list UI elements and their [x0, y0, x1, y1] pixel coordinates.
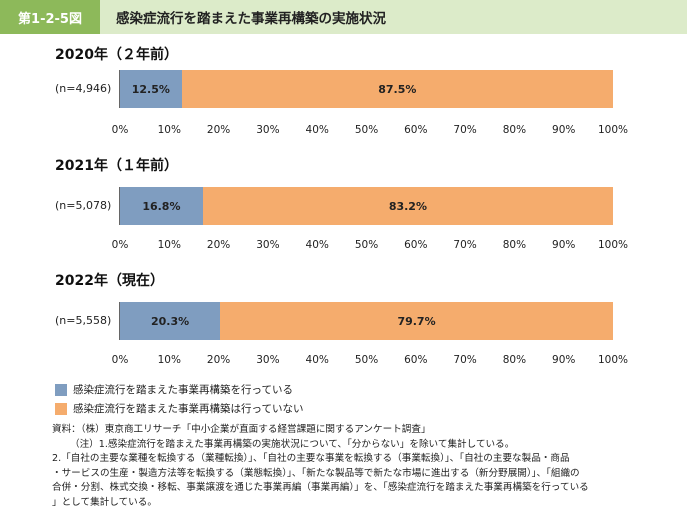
- chart-1-axis-line: [119, 70, 120, 108]
- chart-3-tick-6: 60%: [404, 354, 428, 366]
- chart-1-tick-0: 0%: [111, 124, 129, 136]
- chart-2-bar: 16.8% 83.2%: [120, 187, 613, 225]
- note-2-line-4: 」として集計している。: [52, 496, 157, 508]
- chart-1-segment-doing: 12.5%: [120, 70, 182, 108]
- chart-2-tick-7: 70%: [453, 239, 477, 251]
- chart-3-label-not-doing: 79.7%: [397, 314, 436, 328]
- chart-1-tick-6: 60%: [404, 124, 428, 136]
- note-2-line-2: ・サービスの生産・製造方法等を転換する（業態転換）」、「新たな製品等で新たな市場…: [52, 467, 580, 479]
- chart-1-tick-7: 70%: [453, 124, 477, 136]
- chart-3-bar: 20.3% 79.7%: [120, 302, 613, 340]
- chart-2-segment-doing: 16.8%: [120, 187, 203, 225]
- chart-2-tick-5: 50%: [354, 239, 379, 251]
- legend-label-not-doing: 感染症流行を踏まえた事業再構築は行っていない: [73, 403, 304, 415]
- figure-title: 感染症流行を踏まえた事業再構築の実施状況: [116, 11, 386, 27]
- chart-3-tick-1: 10%: [157, 354, 181, 366]
- note-source: 資料：（株）東京商工リサーチ「中小企業が直面する経営課題に関するアンケート調査」: [52, 424, 431, 435]
- chart-3-axis-line: [119, 302, 120, 340]
- note-2-line-3: 合併・分割、株式交換・移転、事業譲渡を通じた事業再編（事業再編）」を、「感染症流…: [52, 482, 589, 493]
- chart-1-tick-3: 30%: [256, 124, 280, 136]
- chart-1-tick-8: 80%: [502, 124, 527, 136]
- chart-1-tick-10: 100%: [597, 124, 629, 136]
- legend-item-doing: 感染症流行を踏まえた事業再構築を行っている: [55, 382, 293, 397]
- chart-3-tick-4: 40%: [305, 354, 329, 366]
- chart-1-tick-9: 90%: [552, 124, 576, 136]
- chart-3-label-doing: 20.3%: [150, 314, 190, 328]
- chart-3-tick-8: 80%: [502, 354, 527, 366]
- chart-1-x-ticks: 0% 10% 20% 30% 40% 50% 60% 70% 80% 90% 100%: [112, 124, 628, 138]
- chart-3-title: 2022年（現在）: [55, 273, 164, 289]
- chart-3-tick-9: 90%: [552, 354, 576, 366]
- chart-3-tick-7: 70%: [453, 354, 477, 366]
- chart-3-tick-2: 20%: [206, 354, 231, 366]
- chart-3-segment-not-doing: 79.7%: [220, 302, 613, 340]
- chart-3-tick-0: 0%: [111, 354, 129, 366]
- chart-1-sample-size: (n=4,946): [55, 82, 112, 95]
- chart-2-tick-3: 30%: [256, 239, 280, 251]
- chart-1-label-not-doing: 87.5%: [378, 82, 417, 96]
- chart-2-tick-8: 80%: [502, 239, 527, 251]
- chart-1-segment-not-doing: 87.5%: [181, 70, 613, 108]
- chart-1-tick-4: 40%: [305, 124, 329, 136]
- note-2-line-1: 2.「自社の主要な業種を転換する（業種転換）」、「自社の主要な事業を転換する（事…: [52, 453, 570, 464]
- chart-2-label-not-doing: 83.2%: [388, 199, 427, 213]
- chart-1-label-doing: 12.5%: [131, 82, 170, 96]
- chart-2-tick-9: 90%: [552, 239, 576, 251]
- chart-3-x-ticks: 0% 10% 20% 30% 40% 50% 60% 70% 80% 90% 100%: [112, 354, 628, 368]
- chart-2-axis-line: [119, 187, 120, 225]
- chart-1-tick-2: 20%: [206, 124, 231, 136]
- chart-2-tick-4: 40%: [305, 239, 329, 251]
- note-1: （注）1.感染症流行を踏まえた事業再構築の実施状況について、「分からない」を除い…: [70, 438, 515, 450]
- legend-item-not-doing: 感染症流行を踏まえた事業再構築は行っていない: [55, 401, 303, 416]
- figure-number: 第1-2-5図: [0, 0, 100, 34]
- chart-3-sample-size: (n=5,558): [55, 314, 112, 327]
- chart-1-bar: 12.5% 87.5%: [120, 70, 613, 108]
- chart-2-label-doing: 16.8%: [142, 199, 181, 213]
- chart-2-tick-2: 20%: [206, 239, 231, 251]
- chart-2-tick-1: 10%: [157, 239, 181, 251]
- legend-swatch-doing: [55, 383, 67, 396]
- chart-3-segment-doing: 20.3%: [120, 302, 221, 340]
- chart-3-tick-5: 50%: [354, 354, 379, 366]
- chart-1-tick-5: 50%: [354, 124, 379, 136]
- figure-header: 第1-2-5図 感染症流行を踏まえた事業再構築の実施状況: [0, 0, 687, 34]
- chart-1-tick-1: 10%: [157, 124, 181, 136]
- source-notes: 資料：（株）東京商工リサーチ「中小企業が直面する経営課題に関するアンケート調査」…: [52, 423, 672, 510]
- chart-2-title: 2021年（１年前）: [55, 158, 178, 174]
- chart-2-segment-not-doing: 83.2%: [202, 187, 613, 225]
- chart-2-tick-6: 60%: [404, 239, 428, 251]
- chart-2-tick-0: 0%: [111, 239, 129, 251]
- chart-3-tick-10: 100%: [597, 354, 629, 366]
- chart-2-x-ticks: 0% 10% 20% 30% 40% 50% 60% 70% 80% 90% 100%: [112, 239, 628, 253]
- chart-2-tick-10: 100%: [597, 239, 629, 251]
- legend-label-doing: 感染症流行を踏まえた事業再構築を行っている: [73, 384, 293, 396]
- chart-3-tick-3: 30%: [256, 354, 280, 366]
- legend-swatch-not-doing: [55, 402, 67, 415]
- chart-2-sample-size: (n=5,078): [55, 199, 112, 212]
- chart-1-title: 2020年（２年前）: [55, 47, 178, 63]
